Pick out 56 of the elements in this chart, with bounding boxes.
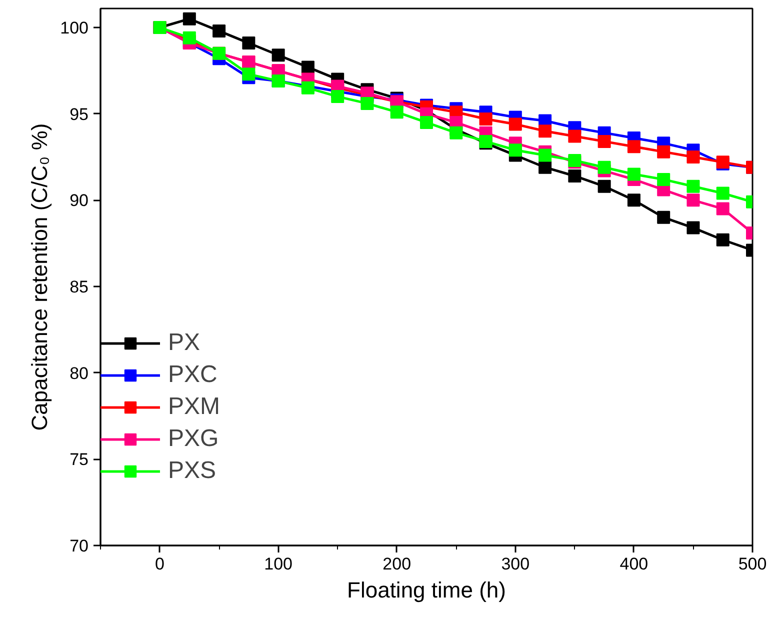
point xyxy=(508,144,522,157)
y-tick-label: 75 xyxy=(70,450,89,470)
y-tick-label: 95 xyxy=(70,104,89,124)
legend-label: PXG xyxy=(168,425,219,453)
x-tick-label: 200 xyxy=(382,554,412,574)
y-tick-label: 70 xyxy=(70,536,89,556)
point xyxy=(627,140,640,154)
point xyxy=(450,126,463,140)
y-tick-label: 85 xyxy=(70,277,89,296)
legend-label: PXM xyxy=(168,393,220,421)
point xyxy=(716,233,730,246)
point xyxy=(360,96,374,110)
point xyxy=(598,134,611,148)
point xyxy=(508,118,522,131)
point xyxy=(479,112,492,126)
point xyxy=(301,60,314,74)
point xyxy=(686,180,700,193)
y-tick-label: 100 xyxy=(60,18,89,38)
legend-label: PXC xyxy=(168,361,218,389)
x-tick-label: 500 xyxy=(738,554,767,574)
x-tick-label: 300 xyxy=(501,554,530,574)
point xyxy=(716,186,730,200)
point xyxy=(657,210,670,224)
point xyxy=(182,31,196,44)
point xyxy=(538,160,552,174)
legend-label: PXS xyxy=(168,457,216,485)
point xyxy=(627,194,640,207)
point xyxy=(568,169,582,182)
point xyxy=(598,160,611,174)
point xyxy=(686,194,700,207)
point xyxy=(657,145,670,158)
point xyxy=(538,124,552,138)
point xyxy=(212,24,226,38)
x-tick-label: 100 xyxy=(264,554,293,574)
point xyxy=(242,68,256,81)
point xyxy=(538,148,552,162)
point xyxy=(657,172,670,186)
y-tick-label: 80 xyxy=(70,364,89,383)
point xyxy=(390,106,404,119)
x-tick-label: 0 xyxy=(155,554,165,574)
point xyxy=(686,221,700,234)
point xyxy=(568,130,582,143)
point xyxy=(598,180,611,193)
point xyxy=(420,116,433,129)
x-axis-title: Floating time (h) xyxy=(347,578,506,602)
y-axis-title: Capacitance retention (C/C₀ %) xyxy=(27,123,52,431)
y-tick-label: 90 xyxy=(70,191,89,210)
legend-label: PX xyxy=(168,329,200,357)
point xyxy=(686,150,700,164)
point xyxy=(627,168,640,181)
point xyxy=(716,202,730,216)
point xyxy=(182,12,196,26)
point xyxy=(272,48,285,62)
point xyxy=(242,36,256,50)
x-tick-label: 400 xyxy=(620,554,648,574)
point xyxy=(331,90,344,104)
